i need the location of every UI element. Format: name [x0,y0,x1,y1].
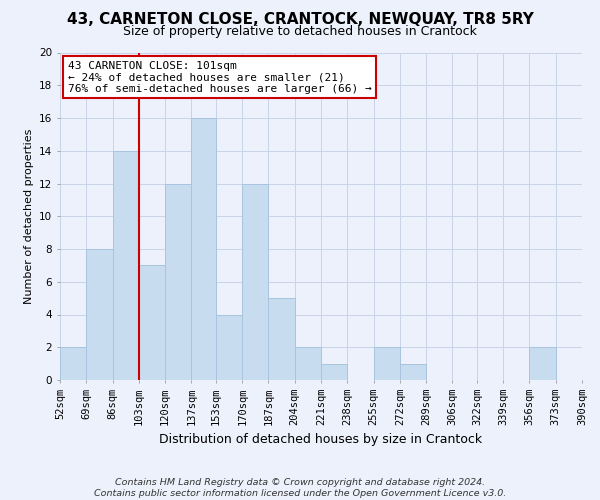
Bar [86,249,113,380]
Bar [295,347,321,380]
Bar [529,347,556,380]
Bar [113,151,139,380]
Bar [60,347,86,380]
Text: 43 CARNETON CLOSE: 101sqm
← 24% of detached houses are smaller (21)
76% of semi-: 43 CARNETON CLOSE: 101sqm ← 24% of detac… [68,60,371,94]
Bar [242,184,268,380]
Bar [165,184,191,380]
Bar [268,298,295,380]
Bar [139,266,165,380]
Bar [191,118,216,380]
Bar [216,314,242,380]
Bar [374,347,400,380]
Bar [321,364,347,380]
Text: Contains HM Land Registry data © Crown copyright and database right 2024.
Contai: Contains HM Land Registry data © Crown c… [94,478,506,498]
Text: Size of property relative to detached houses in Crantock: Size of property relative to detached ho… [123,25,477,38]
Text: 43, CARNETON CLOSE, CRANTOCK, NEWQUAY, TR8 5RY: 43, CARNETON CLOSE, CRANTOCK, NEWQUAY, T… [67,12,533,28]
Bar [400,364,426,380]
X-axis label: Distribution of detached houses by size in Crantock: Distribution of detached houses by size … [160,434,482,446]
Y-axis label: Number of detached properties: Number of detached properties [23,128,34,304]
